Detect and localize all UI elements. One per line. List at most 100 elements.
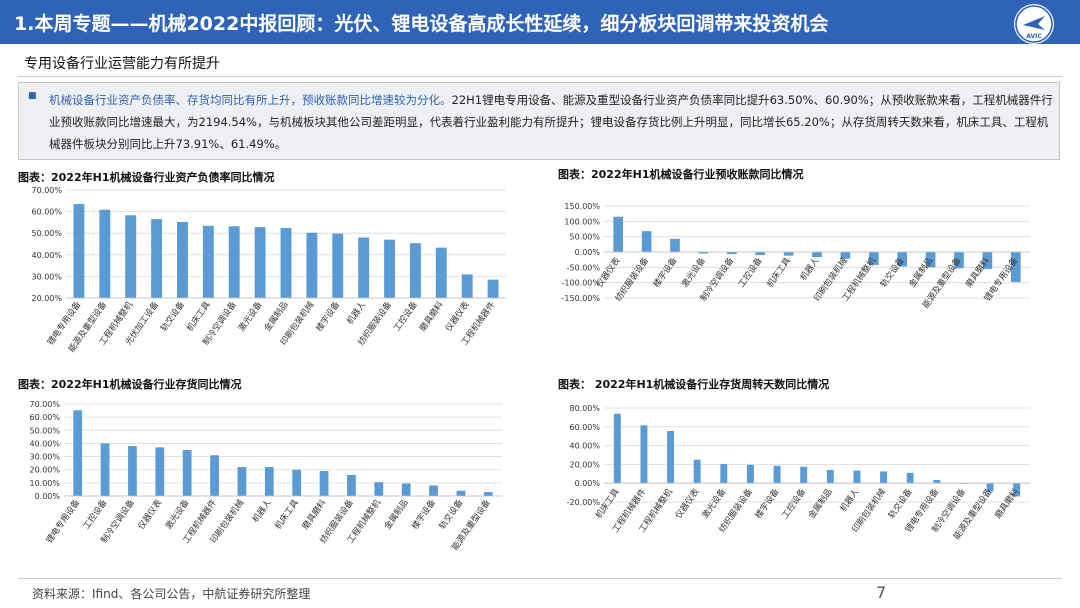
bar bbox=[1013, 483, 1021, 497]
bar bbox=[358, 237, 370, 298]
chart-inventory-turnover: -20.00% 0.00% 20.00% 40.00% 60.00% 80.00% 机床工具… bbox=[548, 402, 1044, 574]
y-tick-label: 20.00% bbox=[31, 294, 62, 303]
bar bbox=[853, 470, 861, 484]
bar bbox=[409, 243, 421, 298]
x-tick-label: 磨具磨料 bbox=[963, 255, 992, 290]
x-tick-label: 金属制品 bbox=[907, 255, 936, 289]
y-tick-label: 40.00% bbox=[31, 251, 62, 260]
x-tick-label: 机床工具 bbox=[184, 299, 213, 334]
bar bbox=[1010, 252, 1021, 283]
x-tick-label: 仪器仪表 bbox=[443, 299, 472, 334]
bar bbox=[210, 455, 219, 496]
x-tick-label: 工控设备 bbox=[780, 486, 809, 521]
x-tick-label: 机器人 bbox=[838, 486, 862, 514]
x-tick-label: 激光设备 bbox=[700, 486, 729, 521]
bar bbox=[755, 252, 766, 256]
bar bbox=[125, 215, 137, 298]
x-tick-label: 激光设备 bbox=[236, 299, 265, 334]
chart1-title: 图表：2022年H1机械设备行业资产负债率同比情况 bbox=[18, 171, 275, 184]
bar bbox=[73, 410, 83, 496]
chart-svg: 20.00%30.00%40.00%50.00%60.00%70.00%锂电专用… bbox=[31, 186, 506, 354]
bar bbox=[487, 279, 499, 298]
summary-highlight: 机械设备行业资产负债率、存货均同比有所上升，预收账款同比增速较为分化。 bbox=[49, 93, 452, 107]
bar bbox=[667, 431, 675, 484]
subtitle-divider bbox=[18, 76, 1062, 77]
x-tick-label: 仪器仪表 bbox=[673, 486, 702, 521]
bar bbox=[783, 252, 794, 256]
bar bbox=[670, 238, 680, 252]
x-tick-label: 磨具磨料 bbox=[417, 299, 446, 334]
chart-debt-ratio: 20.00% 30.00% 40.00% 50.00% 60.00% 70.00% 锂电专用… bbox=[14, 184, 520, 370]
bar bbox=[613, 216, 624, 252]
chart-svg: -20.00%0.00%20.00%40.00%60.00%80.00%机床工具… bbox=[567, 404, 1030, 542]
x-tick-label: 工控设备 bbox=[391, 299, 420, 334]
y-tick-label: 30.00% bbox=[29, 453, 60, 462]
y-tick-label: 60.00% bbox=[569, 423, 600, 432]
y-tick-label: 100.00% bbox=[564, 217, 600, 226]
bar bbox=[99, 209, 111, 298]
footer-source: 资料来源：Ifind、各公司公告，中航证券研究所整理 bbox=[32, 587, 311, 601]
bar bbox=[483, 492, 493, 496]
y-tick-label: 10.00% bbox=[29, 479, 60, 488]
x-tick-label: 轨交设备 bbox=[878, 255, 907, 290]
x-tick-label: 磨具磨料 bbox=[993, 486, 1022, 521]
summary-box: ■ 机械设备行业资产负债率、存货均同比有所上升，预收账款同比增速较为分化。22H… bbox=[18, 82, 1060, 160]
footer-divider bbox=[18, 578, 1062, 579]
bar bbox=[332, 233, 344, 298]
bar bbox=[840, 252, 851, 259]
chart-inventory: 0.00% 10.00% 20.00% 30.00% 40.00% 50.00% 60.00… bbox=[14, 396, 520, 572]
bar bbox=[986, 483, 994, 492]
summary-text: 机械设备行业资产负债率、存货均同比有所上升，预收账款同比增速较为分化。22H1锂… bbox=[49, 89, 1053, 155]
bar bbox=[897, 252, 908, 267]
y-tick-label: 0.00% bbox=[35, 492, 61, 501]
bar bbox=[182, 450, 192, 496]
bar bbox=[384, 239, 395, 298]
x-tick-label: 金属制品 bbox=[382, 497, 411, 531]
y-tick-label: -150.00% bbox=[562, 294, 601, 303]
y-tick-label: 60.00% bbox=[31, 208, 62, 217]
chart3-title: 图表：2022年H1机械设备行业存货同比情况 bbox=[18, 378, 242, 391]
bar bbox=[720, 463, 728, 484]
bar bbox=[177, 221, 188, 298]
x-tick-label: 锂电专用设备 bbox=[44, 497, 83, 545]
bar bbox=[155, 447, 165, 496]
avic-logo: AVIC bbox=[1014, 4, 1054, 44]
y-tick-label: 0.00% bbox=[575, 248, 601, 257]
bar bbox=[374, 482, 384, 496]
bar bbox=[401, 483, 411, 496]
x-tick-label: 机器人 bbox=[250, 497, 274, 525]
x-tick-label: 磨具磨料 bbox=[300, 497, 329, 532]
bar bbox=[693, 459, 701, 484]
x-tick-label: 机床工具 bbox=[273, 497, 302, 532]
bar bbox=[280, 228, 292, 298]
bar bbox=[461, 274, 473, 298]
bar bbox=[264, 467, 274, 496]
chart4-title: 图表： 2022年H1机械设备行业存货周转天数同比情况 bbox=[558, 378, 830, 391]
x-tick-label: 金属制品 bbox=[806, 487, 835, 521]
x-tick-label: 楼宇设备 bbox=[314, 299, 343, 334]
y-tick-label: -20.00% bbox=[567, 498, 601, 507]
bar bbox=[880, 471, 888, 484]
bar bbox=[933, 479, 941, 484]
x-tick-label: 轨交设备 bbox=[886, 486, 915, 521]
plane-logo-icon: AVIC bbox=[1015, 5, 1053, 43]
x-tick-label: 轨交设备 bbox=[158, 299, 187, 334]
bar bbox=[641, 231, 652, 252]
y-tick-label: 50.00% bbox=[569, 233, 600, 242]
bar bbox=[347, 474, 356, 496]
y-tick-label: 30.00% bbox=[31, 272, 62, 281]
bullet-icon: ■ bbox=[28, 91, 37, 101]
bar bbox=[812, 252, 822, 258]
y-tick-label: 60.00% bbox=[29, 413, 60, 422]
y-tick-label: 20.00% bbox=[569, 460, 600, 469]
y-tick-label: 50.00% bbox=[29, 426, 60, 435]
bar bbox=[73, 204, 85, 298]
bar bbox=[773, 465, 781, 484]
y-tick-label: -100.00% bbox=[562, 279, 601, 288]
y-tick-label: 70.00% bbox=[31, 186, 62, 195]
bar bbox=[954, 252, 964, 269]
x-tick-label: 楼宇设备 bbox=[409, 497, 438, 532]
bar bbox=[726, 252, 737, 255]
x-tick-label: 机器人 bbox=[344, 299, 368, 327]
x-tick-label: 金属制品 bbox=[262, 299, 291, 333]
